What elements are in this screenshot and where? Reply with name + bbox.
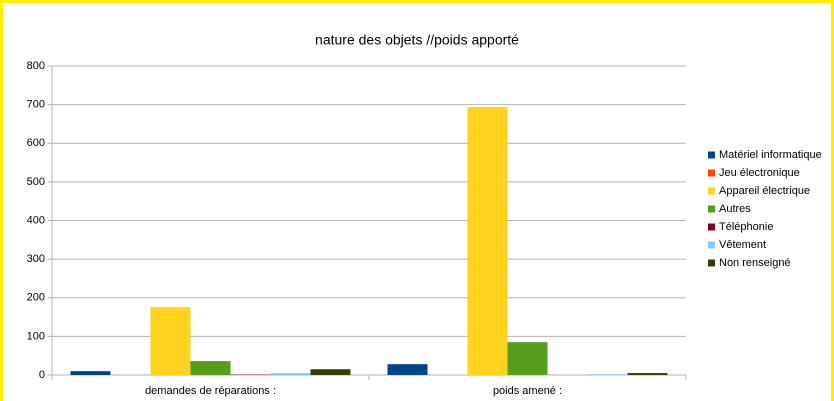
bar (587, 374, 628, 375)
legend-label: Téléphonie (719, 221, 773, 233)
legend-swatch (708, 151, 715, 159)
legend-label: Vêtement (719, 239, 766, 251)
bar (507, 342, 548, 375)
legend-swatch (708, 205, 715, 213)
legend-label: Appareil électrique (719, 185, 810, 197)
y-tick-label: 100 (27, 330, 45, 342)
bar (310, 369, 351, 375)
legend-swatch (708, 223, 715, 231)
bar (190, 361, 231, 375)
legend-swatch (708, 169, 715, 177)
bar (70, 371, 111, 375)
legend-swatch (708, 241, 715, 249)
y-tick-label: 300 (27, 253, 45, 265)
y-tick-label: 600 (27, 137, 45, 149)
legend-label: Jeu électronique (719, 167, 800, 179)
y-tick-label: 200 (27, 292, 45, 304)
bar (627, 373, 668, 375)
chart-title: nature des objets //poids apporté (315, 32, 519, 48)
y-tick-label: 500 (27, 176, 45, 188)
x-tick-label: poids amené : (493, 385, 562, 397)
legend-swatch (708, 259, 715, 267)
legend-label: Matériel informatique (719, 149, 822, 161)
bar (270, 373, 311, 375)
legend-swatch (708, 187, 715, 195)
y-tick-label: 400 (27, 214, 45, 226)
y-tick-label: 700 (27, 99, 45, 111)
y-tick-label: 800 (27, 60, 45, 72)
bar (467, 106, 508, 375)
legend-label: Autres (719, 203, 751, 215)
y-tick-label: 0 (39, 369, 45, 381)
bar (387, 364, 428, 375)
x-tick-label: demandes de réparations : (145, 385, 276, 397)
bar (150, 307, 191, 375)
legend-label: Non renseigné (719, 257, 791, 269)
